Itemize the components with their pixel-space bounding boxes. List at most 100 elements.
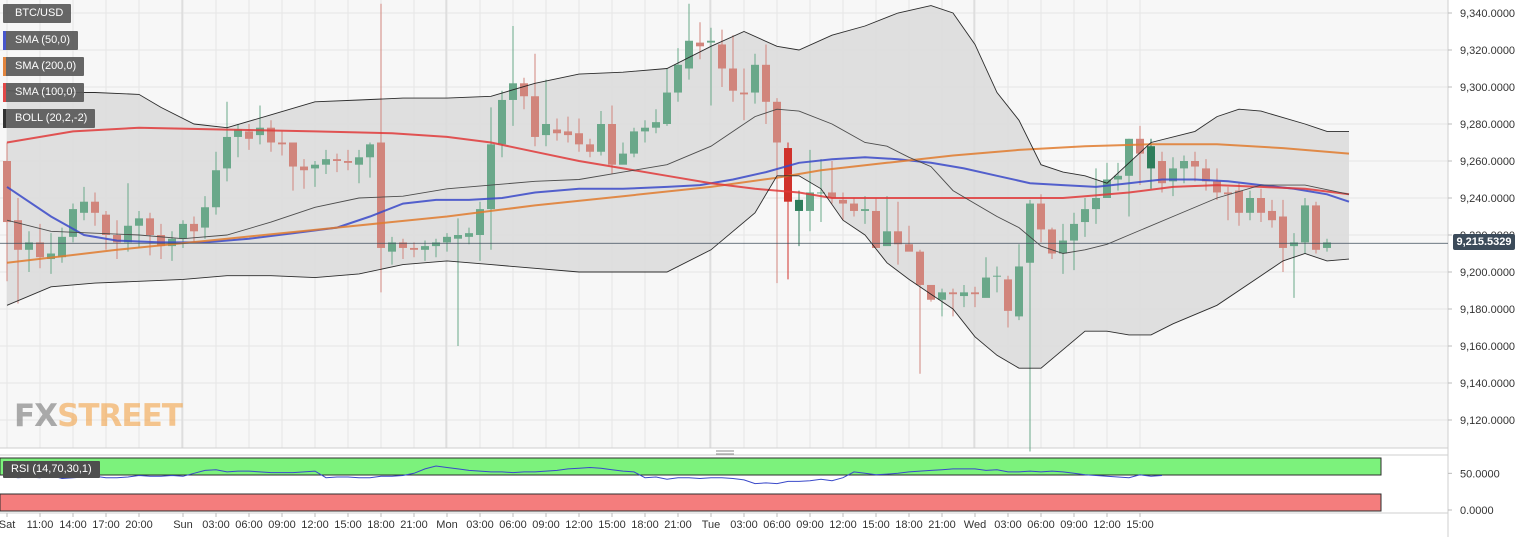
- candle-body: [25, 242, 33, 250]
- candle-body: [894, 231, 902, 245]
- legend-boll[interactable]: BOLL (20,2,-2): [3, 109, 96, 128]
- x-tick-label: 03:00: [202, 519, 230, 531]
- candle-body: [1180, 161, 1188, 169]
- candle-body: [58, 236, 66, 258]
- y-tick-label: 9,280.0000: [1460, 119, 1515, 131]
- x-tick-label: 11:00: [27, 519, 54, 531]
- candle-body: [355, 157, 363, 165]
- candle-body: [773, 101, 781, 143]
- x-tick-label: Mon: [436, 519, 457, 531]
- candle-body: [1323, 242, 1331, 248]
- candle-body: [641, 127, 649, 132]
- symbol-label[interactable]: BTC/USD: [3, 4, 72, 23]
- boll-mid-line: [6, 108, 1350, 254]
- candle-body: [69, 209, 77, 237]
- x-tick-label: 18:00: [367, 519, 395, 531]
- x-tick-label: 21:00: [928, 519, 956, 531]
- candle-body: [91, 201, 99, 213]
- candle-body: [861, 209, 869, 211]
- sma-50-swatch: [3, 31, 6, 50]
- candle-body: [586, 144, 594, 152]
- candle-body: [1301, 205, 1309, 243]
- candle-body: [553, 129, 561, 134]
- candle-body: [388, 242, 396, 252]
- candle-body: [531, 96, 539, 137]
- candle-body: [1048, 229, 1056, 254]
- candle-body: [696, 42, 704, 47]
- candle-body: [916, 251, 924, 285]
- y-tick-label: 9,140.0000: [1460, 378, 1515, 390]
- candle-body: [927, 284, 935, 300]
- candle-body: [718, 44, 726, 69]
- candle-body: [223, 136, 231, 169]
- fxstreet-logo: FXSTREET: [14, 398, 183, 434]
- candle-body: [1312, 205, 1320, 250]
- candle-body: [1004, 279, 1012, 311]
- candle-body: [1015, 266, 1023, 317]
- y-tick-label: 9,240.0000: [1460, 193, 1515, 205]
- candle-body: [1202, 168, 1210, 182]
- x-tick-label: 06:00: [763, 519, 791, 531]
- x-tick-label: Sun: [173, 519, 193, 531]
- x-tick-label: 06:00: [1027, 519, 1055, 531]
- rsi-y-tick-label: 50.0000: [1460, 468, 1500, 480]
- candle-body: [476, 209, 484, 235]
- candle-body: [146, 218, 154, 235]
- candle-body: [1136, 138, 1144, 154]
- x-tick-label: 12:00: [829, 519, 857, 531]
- x-tick-label: 21:00: [400, 519, 428, 531]
- candle-body: [157, 235, 165, 247]
- legend-sma-200-label: SMA (200,0): [15, 60, 77, 72]
- candle-body: [212, 170, 220, 208]
- x-tick-label: 12:00: [565, 519, 593, 531]
- y-tick-label: 9,200.0000: [1460, 267, 1515, 279]
- candle-body: [1125, 138, 1133, 176]
- candle-body: [443, 236, 451, 243]
- candle-body: [124, 225, 132, 243]
- candle-body: [509, 83, 517, 100]
- candle-body: [575, 133, 583, 145]
- symbol-text: BTC/USD: [15, 7, 64, 19]
- candle-body: [201, 207, 209, 228]
- sma-100-swatch: [3, 83, 6, 102]
- candle-body: [905, 244, 913, 252]
- x-tick-label: 03:00: [466, 519, 494, 531]
- candle-body: [1070, 223, 1078, 241]
- candle-body: [520, 83, 528, 97]
- legend-sma-100-label: SMA (100,0): [15, 86, 77, 98]
- rsi-label[interactable]: RSI (14,70,30,1): [3, 461, 100, 478]
- candle-body: [597, 124, 605, 152]
- candle-body: [366, 144, 374, 158]
- y-tick-label: 9,120.0000: [1460, 415, 1515, 427]
- candle-body: [982, 277, 990, 298]
- x-tick-label: 21:00: [664, 519, 692, 531]
- candle-body: [949, 292, 957, 295]
- boll-lower-line: [6, 175, 1350, 369]
- legend-sma-50-label: SMA (50,0): [15, 34, 71, 46]
- candle-body: [795, 199, 803, 211]
- rsi-overbought-border: [0, 457, 1382, 476]
- legend-sma-100[interactable]: SMA (100,0): [3, 83, 85, 102]
- candle-body: [300, 166, 308, 171]
- candle-body: [80, 201, 88, 213]
- candle-body: [333, 159, 341, 161]
- y-tick-label: 9,340.0000: [1460, 8, 1515, 20]
- candle-body: [740, 92, 748, 95]
- candle-body: [1279, 216, 1287, 248]
- candle-body: [377, 142, 385, 248]
- candle-body: [1081, 209, 1089, 223]
- candle-body: [872, 210, 880, 248]
- legend-sma-200[interactable]: SMA (200,0): [3, 57, 85, 76]
- legend-sma-50[interactable]: SMA (50,0): [3, 31, 79, 50]
- candle-body: [113, 235, 121, 243]
- candle-body: [839, 199, 847, 204]
- last-price-tag: 9,215.5329: [1453, 234, 1515, 250]
- x-tick-label: 12:00: [1093, 519, 1121, 531]
- sma-200-swatch: [3, 57, 6, 76]
- candle-body: [454, 235, 462, 239]
- candle-body: [971, 292, 979, 295]
- rsi-panel: 50.0000 0.0000: [0, 450, 1500, 517]
- candle-body: [487, 144, 495, 210]
- x-tick-label: 14:00: [59, 519, 87, 531]
